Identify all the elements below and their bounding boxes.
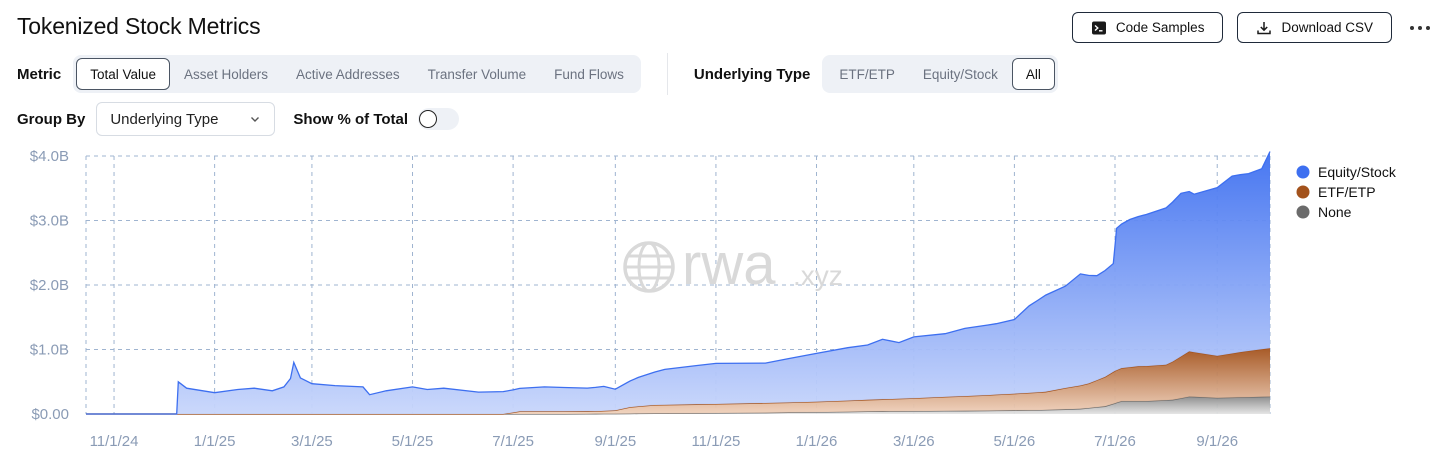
underlying-type-label: Underlying Type <box>693 65 811 83</box>
watermark: rwa .xyz <box>623 232 843 297</box>
legend-swatch <box>1296 205 1310 219</box>
page-title: Tokenized Stock Metrics <box>17 13 261 39</box>
y-tick-label: $3.0B <box>30 213 69 230</box>
area-equity-stock <box>86 151 1270 414</box>
y-tick-label: $2.0B <box>30 277 69 294</box>
download-icon <box>1257 21 1272 34</box>
y-tick-label: $4.0B <box>30 148 69 165</box>
metric-option-total-value[interactable]: Total Value <box>76 58 170 90</box>
legend-label[interactable]: Equity/Stock <box>1318 164 1397 180</box>
metric-option-fund-flows[interactable]: Fund Flows <box>554 66 624 82</box>
area-none <box>86 396 1270 414</box>
x-tick-label: 5/1/25 <box>392 433 434 450</box>
show-pct-toggle[interactable] <box>418 108 460 130</box>
x-tick-label: 11/1/25 <box>691 433 740 450</box>
divider <box>666 53 668 95</box>
download-csv-button[interactable]: Download CSV <box>1237 12 1392 43</box>
line-equity-stock <box>86 151 1271 415</box>
top-actions: Code Samples Download CSV <box>1071 12 1434 43</box>
x-tick-label: 7/1/26 <box>1094 433 1136 450</box>
group-row: Group By Underlying Type Show % of Total <box>17 102 460 136</box>
stacked-area-chart: rwa .xyz $0.00 $1.0B $2.0B $3.0B $4.0B 11/1/2… <box>30 148 1397 450</box>
y-tick-label: $1.0B <box>30 342 69 359</box>
x-tick-label: 11/1/24 <box>90 433 139 450</box>
group-by-select[interactable]: Underlying Type <box>96 102 276 136</box>
globe-icon <box>623 241 675 293</box>
underlying-type-segmented-control: ETF/ETP Equity/Stock All <box>822 55 1058 93</box>
area-etf-etp <box>86 348 1270 414</box>
terminal-icon <box>1091 21 1106 34</box>
metric-option-asset-holders[interactable]: Asset Holders <box>183 66 269 82</box>
legend: Equity/Stock ETF/ETP None <box>1296 164 1397 220</box>
x-tick-label: 3/1/25 <box>291 433 333 450</box>
chevron-down-icon <box>251 117 260 122</box>
underlying-option-equity[interactable]: Equity/Stock <box>922 66 998 82</box>
metric-option-active-addresses[interactable]: Active Addresses <box>296 66 400 82</box>
download-csv-label: Download CSV <box>1281 20 1373 35</box>
underlying-option-etf[interactable]: ETF/ETP <box>839 66 895 82</box>
x-tick-label: 7/1/25 <box>492 433 534 450</box>
legend-swatch <box>1296 165 1310 179</box>
x-tick-label: 9/1/26 <box>1196 433 1238 450</box>
legend-label[interactable]: ETF/ETP <box>1318 184 1376 200</box>
x-tick-label: 1/1/25 <box>194 433 236 450</box>
code-samples-label: Code Samples <box>1115 20 1205 35</box>
code-samples-button[interactable]: Code Samples <box>1071 12 1224 43</box>
legend-swatch <box>1296 185 1310 199</box>
filter-row: Metric Total Value Asset Holders Active … <box>17 53 1058 95</box>
underlying-option-all[interactable]: All <box>1011 58 1055 90</box>
metric-segmented-control: Total Value Asset Holders Active Address… <box>73 55 641 93</box>
group-by-value: Underlying Type <box>110 110 219 128</box>
x-tick-label: 5/1/26 <box>994 433 1036 450</box>
axes: $0.00 $1.0B $2.0B $3.0B $4.0B 11/1/24 1/1/25 3/… <box>30 148 1238 450</box>
x-tick-label: 3/1/26 <box>893 433 935 450</box>
areas <box>86 151 1271 415</box>
x-tick-label: 9/1/25 <box>594 433 636 450</box>
watermark-sub: .xyz <box>793 260 843 291</box>
toggle-knob <box>419 110 438 128</box>
more-options-icon[interactable] <box>1406 18 1434 38</box>
metric-option-transfer-volume[interactable]: Transfer Volume <box>427 66 527 82</box>
group-by-label: Group By <box>17 110 86 128</box>
legend-label[interactable]: None <box>1318 204 1352 220</box>
y-tick-label: $0.00 <box>31 406 69 423</box>
x-tick-label: 1/1/26 <box>796 433 838 450</box>
watermark-main: rwa <box>682 232 776 297</box>
show-pct-label: Show % of Total <box>293 110 409 128</box>
metric-label: Metric <box>17 65 62 83</box>
